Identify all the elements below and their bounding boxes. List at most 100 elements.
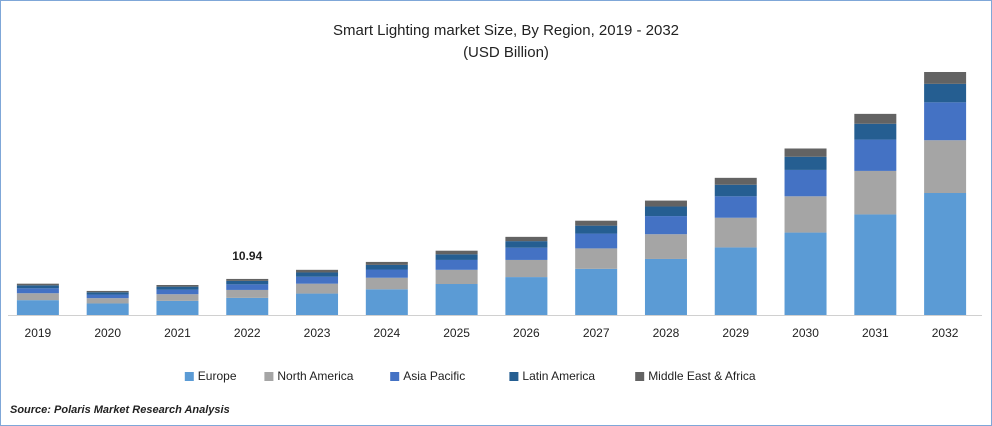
bar-segment [575, 268, 618, 315]
bar-segment [156, 286, 199, 290]
bar-segment [365, 261, 408, 265]
chart-subtitle: (USD Billion) [463, 44, 549, 61]
bar-segment [226, 278, 269, 281]
bar-segment [784, 196, 827, 233]
bar-segment [644, 258, 687, 315]
bar-segment [854, 214, 897, 315]
legend-swatch [390, 372, 400, 381]
bar-segment [575, 225, 618, 234]
bar-segment [505, 236, 548, 242]
x-tick-label: 2021 [164, 326, 191, 340]
x-tick-label: 2026 [513, 326, 540, 340]
bar-segment [226, 280, 269, 285]
bar-segment [156, 294, 199, 301]
bar-segment [365, 269, 408, 278]
bar-segment [16, 285, 59, 289]
legend-label: Asia Pacific [403, 369, 465, 383]
x-tick-label: 2019 [25, 326, 52, 340]
x-tick-label: 2022 [234, 326, 261, 340]
bar-segment [226, 284, 269, 290]
bar-segment [924, 193, 967, 315]
bar-segment [644, 206, 687, 217]
bar-segment [644, 200, 687, 207]
bar-segment [714, 177, 757, 185]
bar-segment [575, 233, 618, 249]
x-tick-label: 2032 [932, 326, 959, 340]
x-tick-label: 2029 [722, 326, 749, 340]
bar-segment [784, 156, 827, 170]
legend-swatch [635, 372, 645, 381]
legend-swatch [264, 372, 274, 381]
legend-label: Middle East & Africa [648, 369, 756, 383]
bar-segment [505, 259, 548, 278]
bar-segment [644, 216, 687, 235]
legend-label: Latin America [522, 369, 595, 383]
bar-segment [505, 277, 548, 315]
bar-segment [435, 254, 478, 260]
total-label: 10.94 [232, 249, 262, 263]
source: Source: Polaris Market Research Analysis [10, 404, 230, 416]
bar-segment [296, 272, 339, 277]
bar-segment [714, 184, 757, 197]
bar-segment [86, 303, 129, 315]
bar-segment [16, 283, 59, 286]
bar-segment [854, 170, 897, 215]
bar-segment [924, 140, 967, 194]
bar-segment [714, 247, 757, 315]
legend-label: Europe [198, 369, 237, 383]
x-tick-label: 2031 [862, 326, 889, 340]
bar-segment [365, 277, 408, 290]
x-tick-label: 2023 [304, 326, 331, 340]
bar-segment [86, 298, 129, 304]
bar-segment [714, 196, 757, 218]
bar-segment [714, 217, 757, 248]
bar-segment [924, 102, 967, 141]
bar-segment [854, 123, 897, 140]
bar-segment [575, 248, 618, 269]
bar-segment [435, 250, 478, 255]
bar-segment [435, 284, 478, 315]
x-tick-label: 2025 [443, 326, 470, 340]
bar-segment [435, 269, 478, 285]
bar-segment [86, 292, 129, 295]
bar-segment [575, 220, 618, 226]
bar-segment [86, 294, 129, 299]
bar-segment [16, 293, 59, 301]
legend-label: North America [277, 369, 353, 383]
bar-segment [156, 289, 199, 295]
bar-segment [365, 289, 408, 315]
bar-segment [365, 264, 408, 270]
bar-segment [226, 289, 269, 298]
legend-swatch [509, 372, 519, 381]
bar-segment [156, 284, 199, 287]
bar-segment [296, 269, 339, 273]
bar-segment [435, 259, 478, 270]
bar-segment [644, 234, 687, 259]
bar-segment [505, 247, 548, 260]
bar-segment [854, 113, 897, 124]
bar-segment [296, 293, 339, 315]
x-tick-label: 2024 [373, 326, 400, 340]
bar-segment [226, 297, 269, 315]
bar-segment [86, 290, 129, 293]
bar-segment [296, 276, 339, 284]
x-tick-label: 2030 [792, 326, 819, 340]
legend-swatch [184, 372, 194, 381]
bar-segment [16, 288, 59, 294]
bar-segment [505, 241, 548, 248]
chart-title: Smart Lighting market Size, By Region, 2… [333, 22, 679, 39]
x-tick-label: 2020 [94, 326, 121, 340]
bar-segment [784, 148, 827, 157]
bar-segment [296, 283, 339, 294]
bar-segment [784, 169, 827, 197]
bar-segment [924, 83, 967, 103]
bar-segment [924, 72, 967, 84]
x-tick-label: 2028 [653, 326, 680, 340]
x-tick-label: 2027 [583, 326, 610, 340]
bar-segment [854, 139, 897, 171]
bar-segment [784, 232, 827, 315]
bar-segment [16, 300, 59, 315]
bar-segment [156, 300, 199, 315]
